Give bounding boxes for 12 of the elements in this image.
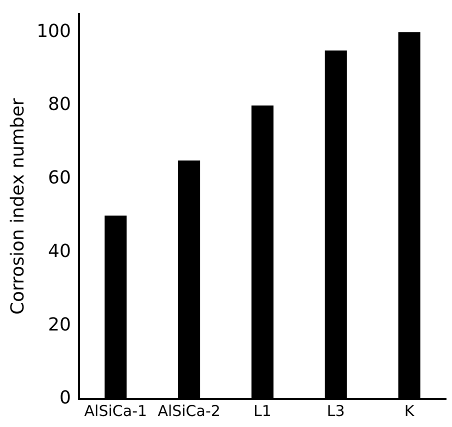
x-tick-label: AlSiCa-1 bbox=[84, 402, 148, 420]
x-tick-label: AlSiCa-2 bbox=[158, 402, 220, 420]
y-axis-title: Corrosion index number bbox=[7, 98, 28, 315]
y-tick-label: 80 bbox=[48, 94, 71, 116]
y-tick-label: 20 bbox=[48, 314, 71, 336]
x-tick-label: K bbox=[404, 402, 416, 420]
x-tick-label: L1 bbox=[254, 402, 272, 420]
y-tick-label: 60 bbox=[48, 168, 71, 189]
y-tick-label: 0 bbox=[60, 388, 71, 409]
y-tick-label: 40 bbox=[48, 240, 71, 262]
x-tick-label: L3 bbox=[326, 402, 345, 420]
y-tick-label: 100 bbox=[36, 20, 71, 42]
